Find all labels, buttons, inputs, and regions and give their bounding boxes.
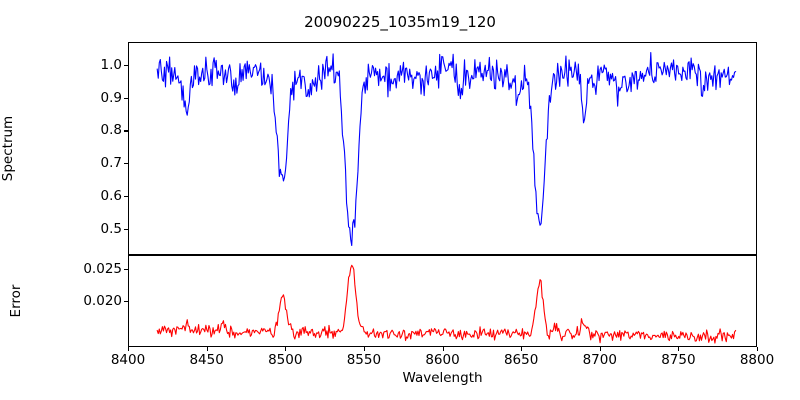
y-tick-label: 0.9	[100, 89, 122, 106]
y-tick-mark	[124, 196, 128, 198]
x-tick-label: 8600	[425, 352, 460, 368]
error-plot-area	[156, 264, 737, 344]
y-tick-label: 1.0	[100, 56, 122, 73]
x-tick-label: 8800	[739, 352, 775, 368]
spectrum-plot-area	[156, 52, 737, 247]
y-tick-label: 0.7	[100, 155, 122, 172]
x-tick-mark	[678, 347, 680, 351]
y-tick-mark	[124, 97, 128, 99]
x-tick-mark	[206, 347, 208, 351]
y-tick-mark	[124, 64, 128, 67]
y-tick-mark	[124, 163, 128, 165]
spectrum-data-line	[156, 52, 737, 247]
x-tick-label: 8700	[582, 352, 617, 368]
y-tick-mark	[124, 228, 128, 230]
x-tick-mark	[363, 347, 365, 351]
error-y-tick-labels: 0.020 0.025	[0, 255, 122, 347]
x-tick-mark	[442, 347, 444, 351]
x-axis-label: Wavelength	[402, 370, 483, 386]
y-tick-label: 0.8	[100, 122, 122, 139]
x-tick-label: 8750	[661, 352, 696, 368]
y-tick-label: 0.025	[83, 261, 122, 278]
x-tick-mark	[599, 347, 601, 351]
x-tick-mark	[757, 347, 759, 351]
x-tick-label: 8400	[110, 352, 146, 368]
x-tick-mark	[521, 347, 523, 351]
y-tick-mark	[124, 301, 128, 303]
error-panel	[128, 255, 757, 347]
y-tick-label: 0.020	[83, 293, 122, 309]
spectrum-y-tick-labels: 0.5 0.6 0.7 0.8 0.9 1.0	[0, 42, 122, 255]
x-tick-label: 8450	[189, 352, 224, 368]
spectrum-panel	[128, 42, 757, 255]
page-title: 20090225_1035m19_120	[304, 13, 496, 31]
x-tick-label: 8650	[503, 352, 539, 368]
error-data-line	[156, 264, 737, 344]
y-tick-mark	[124, 269, 128, 271]
x-tick-label: 8500	[268, 352, 303, 368]
y-tick-mark	[124, 130, 128, 132]
x-tick-label: 8550	[346, 352, 382, 368]
x-tick-mark	[128, 347, 130, 351]
x-tick-mark	[285, 347, 287, 351]
y-tick-label: 0.5	[100, 220, 122, 237]
y-tick-label: 0.6	[100, 188, 122, 204]
